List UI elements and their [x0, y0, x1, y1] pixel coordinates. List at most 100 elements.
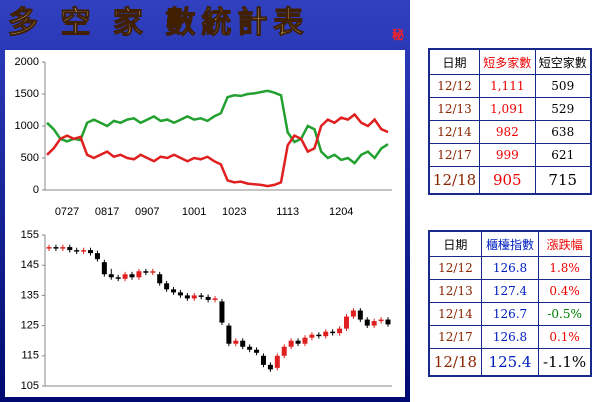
- table-cell: 1.8%: [538, 256, 592, 280]
- candle-body: [233, 340, 239, 344]
- table-cell: 12/13: [428, 279, 482, 303]
- table-cell: 715: [534, 166, 592, 195]
- table-row: 12/18 125.4 -1.1%: [428, 348, 592, 377]
- y-tick-label: 2000: [15, 56, 39, 68]
- candle-body: [157, 274, 163, 284]
- x-tick-label: 0907: [135, 206, 159, 218]
- table: 日期 短多家數 短空家數 12/12 1,111 509 12/13 1,091 529 12/1…: [428, 48, 592, 195]
- candle-body: [143, 271, 149, 273]
- y-tick-label: 125: [21, 320, 39, 332]
- candle-body: [101, 262, 107, 275]
- y-tick-label: 1000: [15, 120, 39, 132]
- candle-body: [385, 319, 391, 325]
- table-row: 12/12 126.8 1.8%: [428, 256, 592, 280]
- table-cell: 12/18: [428, 348, 482, 377]
- table-cell: 12/12: [428, 74, 481, 98]
- candle-body: [219, 301, 225, 323]
- table-cell: 126.7: [480, 302, 540, 326]
- candle-body: [81, 250, 87, 252]
- candle-body: [357, 310, 363, 320]
- candle-body: [53, 247, 59, 249]
- table-cell: 12/17: [428, 143, 481, 167]
- table-cell: 1,111: [479, 74, 536, 98]
- table-cell: 12/18: [428, 166, 481, 195]
- table-cell: 漲跌幅: [538, 230, 592, 257]
- y-tick-label: 105: [21, 380, 39, 392]
- candle-body: [302, 337, 308, 344]
- table-cell: 12/17: [428, 325, 482, 349]
- table-cell: 12/14: [428, 302, 482, 326]
- table-cell: 短多家數: [479, 48, 536, 75]
- table-cell: 125.4: [480, 348, 540, 377]
- candle-body: [205, 296, 211, 300]
- table-row: 12/13 1,091 529: [428, 97, 592, 121]
- table-cell: 0.4%: [538, 279, 592, 303]
- candle-body: [240, 340, 246, 347]
- y-tick-label: 135: [21, 289, 39, 301]
- candle-body: [274, 355, 280, 368]
- candle-body: [309, 334, 315, 338]
- candle-body: [295, 340, 301, 344]
- candle-body: [129, 274, 135, 278]
- candle-body: [350, 310, 356, 317]
- candle-body: [378, 319, 384, 322]
- y-tick-label: 155: [21, 229, 39, 241]
- table-cell: 0.1%: [538, 325, 592, 349]
- table-cell: 12/12: [428, 256, 482, 280]
- table-row: 12/14 982 638: [428, 120, 592, 144]
- x-tick-label: 1204: [329, 206, 353, 218]
- table-cell: 982: [479, 120, 536, 144]
- table-cell: 日期: [428, 230, 482, 257]
- candle-body: [88, 250, 94, 254]
- y-tick-label: 0: [33, 184, 39, 196]
- candle-body: [212, 298, 218, 300]
- title: 多 空 家 數統計表: [8, 6, 309, 41]
- candle-body: [337, 328, 343, 334]
- candle-body: [108, 274, 114, 278]
- candle-body: [191, 295, 197, 299]
- candle-body: [177, 292, 183, 296]
- table-row: 12/17 999 621: [428, 143, 592, 167]
- table-cell: 12/13: [428, 97, 481, 121]
- x-tick-label: 0817: [95, 206, 119, 218]
- candle-body: [364, 319, 370, 326]
- candle-body: [267, 364, 273, 370]
- table-cell: 127.4: [480, 279, 540, 303]
- x-tick-label: 0727: [55, 206, 79, 218]
- table-cell: 日期: [428, 48, 481, 75]
- y-tick-label: 500: [21, 152, 39, 164]
- candle-body: [371, 321, 377, 326]
- candle-body: [67, 247, 73, 251]
- candle-body: [316, 334, 322, 337]
- candle-body: [150, 271, 156, 273]
- table-row: 12/13 127.4 0.4%: [428, 279, 592, 303]
- y-tick-label: 145: [21, 259, 39, 271]
- candle-body: [343, 316, 349, 329]
- candle-body: [46, 247, 52, 249]
- candle-body: [122, 274, 128, 279]
- candle-body: [198, 295, 204, 297]
- table-cell: 12/14: [428, 120, 481, 144]
- candle-body: [60, 247, 66, 249]
- table-cell: 621: [534, 143, 592, 167]
- candle-body: [74, 250, 80, 252]
- candle-body: [323, 331, 329, 337]
- candle-body: [260, 355, 266, 365]
- candle-body: [288, 340, 294, 347]
- y-tick-label: 115: [21, 350, 39, 362]
- table-cell: 126.8: [480, 256, 540, 280]
- x-tick-label: 1113: [276, 206, 299, 218]
- table-cell: -0.5%: [538, 302, 592, 326]
- candle-body: [115, 277, 121, 279]
- badge: 秘: [392, 27, 404, 42]
- table-cell: 櫃檯指數: [480, 230, 540, 257]
- table-row: 日期 短多家數 短空家數: [428, 48, 592, 75]
- candle-body: [281, 346, 287, 356]
- x-tick-label: 1001: [182, 206, 206, 218]
- table-cell: -1.1%: [538, 348, 592, 377]
- table-row: 12/14 126.7 -0.5%: [428, 302, 592, 326]
- table-cell: 999: [479, 143, 536, 167]
- table-row: 日期 櫃檯指數 漲跌幅: [428, 230, 592, 257]
- candle-body: [247, 346, 253, 350]
